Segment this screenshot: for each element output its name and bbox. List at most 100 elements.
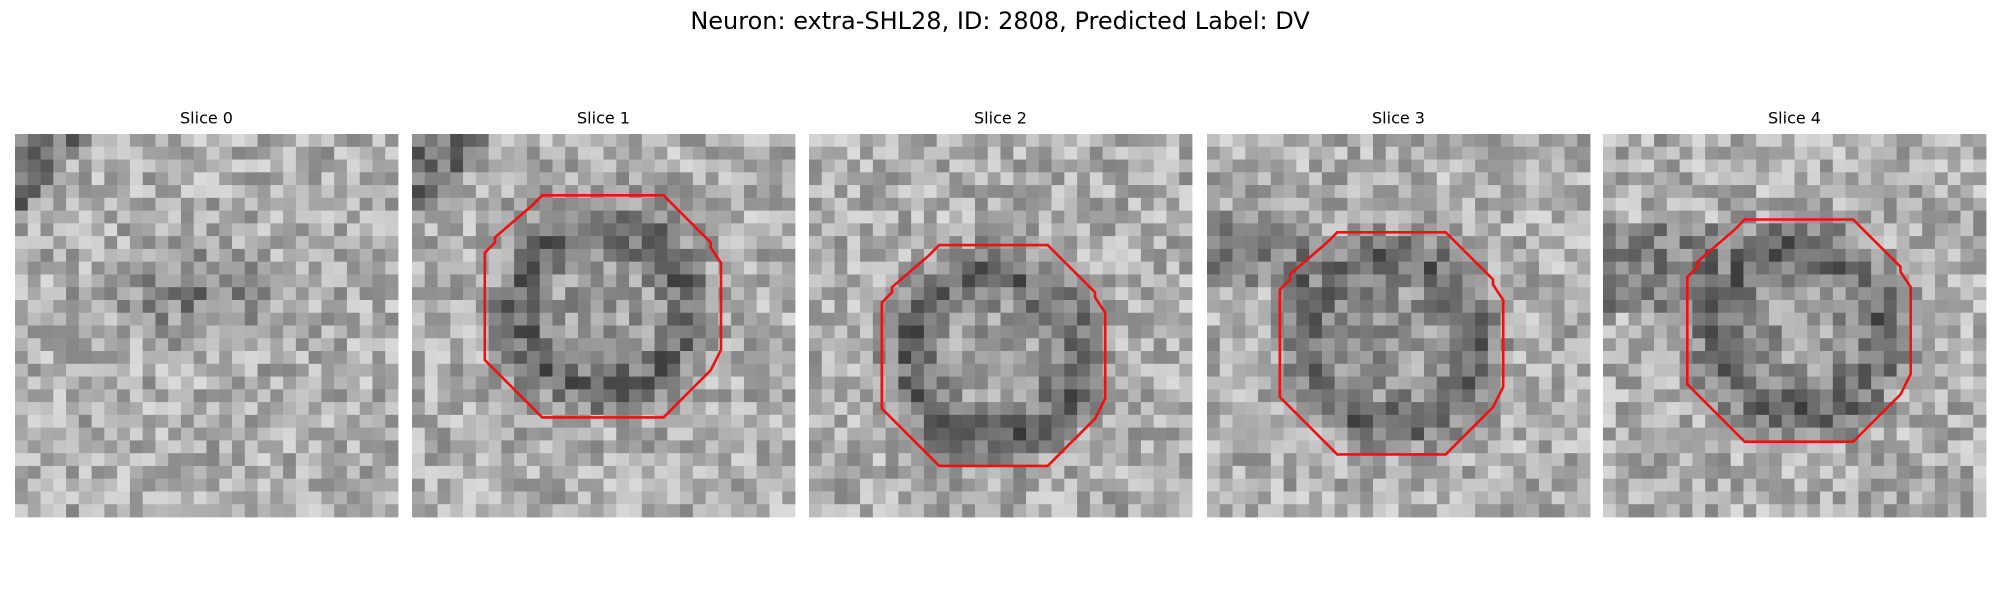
pixel bbox=[1526, 223, 1540, 237]
pixel bbox=[1820, 389, 1834, 403]
pixel bbox=[1705, 172, 1719, 186]
pixel bbox=[1026, 427, 1040, 441]
pixel bbox=[616, 325, 630, 339]
pixel bbox=[1385, 504, 1399, 518]
pixel bbox=[1666, 376, 1680, 390]
pixel bbox=[1309, 478, 1323, 492]
pixel bbox=[1947, 134, 1961, 148]
pixel bbox=[475, 299, 489, 314]
pixel bbox=[936, 287, 950, 301]
pixel bbox=[1768, 172, 1783, 186]
pixel bbox=[1077, 478, 1091, 492]
pixel bbox=[1270, 312, 1284, 326]
pixel bbox=[1258, 363, 1272, 377]
pixel bbox=[1128, 402, 1142, 416]
pixel bbox=[1756, 427, 1770, 441]
pixel bbox=[91, 478, 105, 492]
pixel bbox=[1603, 491, 1617, 505]
pixel bbox=[1730, 402, 1744, 416]
pixel bbox=[1347, 197, 1361, 211]
pixel bbox=[898, 159, 912, 173]
pixel bbox=[27, 185, 41, 199]
pixel bbox=[321, 299, 335, 314]
pixel bbox=[283, 197, 297, 211]
pixel bbox=[1283, 172, 1297, 186]
pixel bbox=[962, 172, 976, 186]
pixel bbox=[257, 134, 271, 148]
pixel bbox=[1909, 389, 1923, 403]
pixel bbox=[450, 185, 464, 199]
pixel bbox=[104, 248, 118, 263]
pixel bbox=[1398, 478, 1412, 492]
pixel bbox=[809, 134, 823, 148]
pixel bbox=[283, 312, 297, 326]
pixel bbox=[1258, 440, 1272, 454]
pixel bbox=[437, 491, 451, 505]
pixel bbox=[1794, 414, 1808, 429]
pixel bbox=[705, 325, 719, 339]
pixel bbox=[1960, 261, 1974, 275]
pixel bbox=[475, 236, 489, 250]
pixel bbox=[1270, 338, 1284, 352]
pixel bbox=[590, 159, 604, 173]
pixel bbox=[821, 248, 835, 263]
pixel bbox=[193, 172, 207, 186]
pixel bbox=[1909, 287, 1923, 301]
pixel bbox=[1487, 248, 1502, 263]
pixel bbox=[1411, 159, 1425, 173]
pixel bbox=[590, 376, 604, 390]
pixel bbox=[501, 504, 515, 518]
pixel bbox=[1013, 236, 1027, 250]
pixel bbox=[885, 146, 899, 160]
pixel bbox=[1909, 223, 1923, 237]
pixel bbox=[577, 465, 592, 480]
pixel bbox=[1615, 236, 1629, 250]
pixel bbox=[1219, 427, 1233, 441]
pixel bbox=[987, 274, 1001, 288]
pixel bbox=[731, 427, 745, 441]
pixel bbox=[1219, 338, 1233, 352]
pixel bbox=[1321, 427, 1336, 441]
pixel bbox=[1140, 287, 1155, 301]
pixel bbox=[629, 299, 643, 314]
pixel bbox=[1717, 312, 1732, 326]
pixel bbox=[1296, 351, 1310, 365]
pixel bbox=[1179, 478, 1193, 492]
pixel bbox=[1140, 376, 1155, 390]
pixel bbox=[1051, 134, 1065, 148]
pixel bbox=[1577, 197, 1591, 211]
pixel bbox=[1270, 363, 1284, 377]
pixel bbox=[705, 134, 719, 148]
pixel bbox=[450, 210, 464, 224]
pixel bbox=[1385, 465, 1399, 480]
pixel bbox=[1128, 210, 1142, 224]
pixel bbox=[1679, 185, 1693, 199]
pixel bbox=[705, 465, 719, 480]
pixel bbox=[1858, 351, 1872, 365]
pixel bbox=[756, 427, 770, 441]
pixel bbox=[743, 312, 758, 326]
pixel bbox=[334, 402, 348, 416]
pixel bbox=[616, 351, 630, 365]
pixel bbox=[1245, 504, 1259, 518]
pixel bbox=[232, 172, 246, 186]
pixel bbox=[1692, 338, 1706, 352]
pixel bbox=[359, 440, 373, 454]
pixel bbox=[1756, 363, 1770, 377]
pixel bbox=[1321, 491, 1336, 505]
pixel bbox=[860, 146, 874, 160]
pixel bbox=[1321, 248, 1336, 263]
pixel bbox=[244, 299, 258, 314]
pixel bbox=[168, 389, 182, 403]
pixel bbox=[923, 159, 938, 173]
pixel bbox=[463, 299, 477, 314]
pixel bbox=[1334, 453, 1348, 467]
pixel bbox=[1207, 427, 1221, 441]
pixel bbox=[1398, 172, 1412, 186]
pixel bbox=[1385, 453, 1399, 467]
pixel bbox=[1411, 338, 1425, 352]
pixel bbox=[1296, 236, 1310, 250]
pixel bbox=[629, 146, 643, 160]
pixel bbox=[1449, 376, 1463, 390]
pixel bbox=[898, 299, 912, 314]
